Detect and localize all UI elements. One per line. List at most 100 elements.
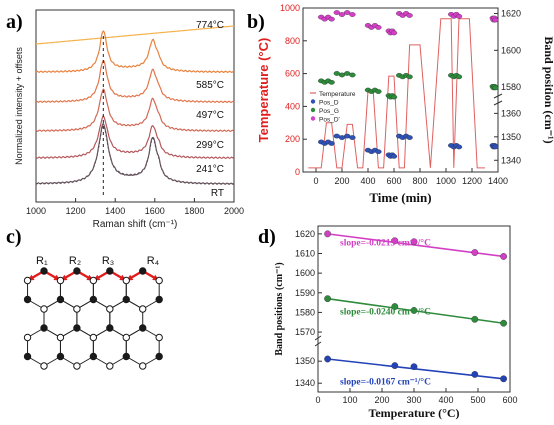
data-point (410, 363, 418, 371)
lattice-atom (106, 362, 114, 370)
lattice-atom (155, 276, 163, 285)
site-label: R₄ (147, 255, 160, 267)
data-point (471, 249, 479, 256)
series-label: 497°C (196, 110, 224, 121)
plot-frame (35, 9, 235, 203)
lattice-atom (139, 324, 147, 332)
raman-spectra-panel: 1000 1200 1400 1600 1800 2000 Raman shift (cm⁻… (14, 9, 244, 230)
y-tick-label: 1580 (295, 307, 315, 317)
data-point (324, 355, 331, 363)
y-tick-label-right: 1360 (501, 108, 521, 118)
lattice-atom (122, 276, 130, 285)
x-axis-label: Raman shift (cm⁻¹) (93, 219, 178, 230)
legend-label: Pos_G (319, 108, 339, 115)
y-tick-label-left: 400 (285, 101, 300, 111)
y-axis-label: Band positions (cm⁻¹) (274, 262, 285, 355)
x-tick-label: 2000 (224, 206, 244, 216)
x-tick-label: 1800 (184, 206, 204, 216)
data-point (333, 10, 340, 15)
x-tick-label: 0 (315, 395, 320, 405)
data-point (455, 14, 463, 19)
y-tick-label: 1340 (295, 378, 315, 388)
lattice-atom (23, 352, 32, 361)
legend-label: Pos_D (319, 100, 339, 107)
slope-annotation: slope=-0.0240 cm⁻¹/°C (340, 306, 431, 317)
y-tick-label-right: 1340 (501, 155, 521, 165)
data-point (375, 149, 382, 154)
spectrum-line (36, 60, 235, 104)
lattice-atom (40, 267, 48, 275)
lattice-atom (73, 305, 81, 313)
lattice-atom (106, 267, 114, 275)
spectrum-fit-line (36, 125, 234, 185)
lattice-atom (40, 362, 48, 370)
lattice-atom (106, 324, 114, 332)
data-point (492, 85, 499, 91)
site-label: R₃ (102, 255, 114, 267)
lattice-atom (139, 305, 147, 313)
series-label: 299°C (196, 140, 224, 151)
data-point (375, 25, 382, 30)
data-point (324, 230, 331, 238)
y-tick-label-right: 1620 (501, 9, 521, 19)
x-tick-label: 200 (374, 395, 389, 405)
x-tick-label: 0 (313, 176, 318, 186)
series-label: RT (211, 188, 224, 199)
legend-label: Pos_D' (319, 117, 340, 124)
legend-label: Temperature (319, 91, 356, 98)
x-tick-label: 1400 (488, 176, 508, 186)
x-axis-label: Time (min) (369, 190, 431, 205)
x-tick-label: 1600 (145, 206, 165, 216)
lattice-atom (56, 333, 65, 342)
data-point (328, 141, 335, 146)
lattice-atom (155, 295, 163, 304)
x-tick-label: 1400 (105, 206, 125, 216)
axis-break-mark (314, 335, 322, 341)
lattice-atom (155, 333, 163, 342)
data-point (492, 17, 499, 23)
y-tick-label-right: 1580 (501, 82, 521, 92)
y-tick-label-left: 1000 (280, 3, 300, 13)
x-tick-label: 600 (502, 395, 517, 405)
y-axis-label: Normalized intensity + offsets (14, 47, 24, 165)
data-point (500, 375, 507, 383)
y-tick-label-left: 200 (285, 134, 300, 144)
x-tick-label: 200 (334, 176, 349, 186)
panel-d-letter: d) (258, 226, 276, 248)
data-point (500, 319, 507, 327)
spectrum-line (35, 25, 235, 45)
x-tick-label: 400 (438, 395, 453, 405)
data-point (471, 370, 479, 378)
lattice-atom (139, 267, 147, 275)
lattice-atom (155, 352, 163, 361)
data-point (349, 135, 356, 140)
data-point (338, 12, 346, 17)
x-tick-label: 600 (386, 176, 401, 186)
data-point (406, 74, 413, 80)
temperature-line (308, 18, 485, 169)
spectrum-line (35, 114, 235, 159)
panel-b-letter: b) (247, 11, 265, 33)
legend-swatch (310, 116, 316, 121)
axis-break-mark (314, 341, 322, 347)
lattice-atom (122, 352, 130, 361)
y-axis-label-left: Temperature (°C) (256, 38, 271, 143)
data-point (349, 72, 356, 78)
x-tick-label: 1200 (66, 206, 86, 216)
axis-break-mark (493, 93, 503, 99)
lattice-atom (73, 324, 81, 332)
data-point (324, 295, 331, 303)
site-label: R₁ (36, 255, 48, 267)
temperature-band-panel: 0 200 400 600 800 1000 Temperature (°C) 1580 160… (256, 3, 554, 205)
data-point (410, 238, 418, 246)
lattice-diagram-panel: R₁ R₂ R₃ R₄ (23, 255, 163, 370)
lattice-atom (89, 295, 98, 304)
lattice-atom (122, 295, 130, 304)
y-tick-label: 1610 (295, 249, 315, 259)
data-point (375, 89, 382, 94)
lattice-atom (122, 333, 130, 342)
lattice-atom (40, 324, 48, 332)
lattice-atom (23, 333, 32, 342)
x-tick-label: 500 (470, 395, 485, 405)
y-tick-label: 1620 (295, 229, 315, 239)
